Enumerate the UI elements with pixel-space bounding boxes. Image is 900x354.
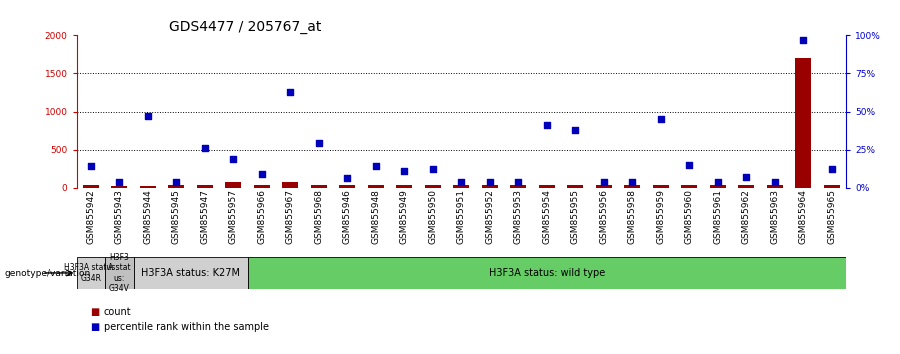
Point <box>682 162 697 168</box>
Bar <box>796 58 811 188</box>
Bar <box>225 182 241 188</box>
Point <box>653 116 668 122</box>
Point <box>511 179 526 184</box>
Bar <box>767 185 783 188</box>
Point <box>625 179 639 184</box>
Text: ■: ■ <box>90 322 99 332</box>
FancyBboxPatch shape <box>248 257 846 289</box>
Point <box>169 179 184 184</box>
Text: percentile rank within the sample: percentile rank within the sample <box>104 322 268 332</box>
Point <box>112 179 126 184</box>
Bar <box>482 185 498 188</box>
Point <box>739 174 753 180</box>
Text: H3F3
A stat
us:
G34V: H3F3 A stat us: G34V <box>108 253 130 293</box>
Bar <box>539 185 554 188</box>
Point <box>255 171 269 177</box>
Point <box>340 176 355 181</box>
Point <box>397 168 411 174</box>
Point <box>796 37 810 43</box>
Bar <box>567 185 583 188</box>
Point <box>540 122 554 128</box>
Text: H3F3A status: K27M: H3F3A status: K27M <box>141 268 240 278</box>
Bar <box>339 185 356 188</box>
Bar <box>738 185 754 188</box>
Bar <box>168 185 184 188</box>
Text: H3F3A status: wild type: H3F3A status: wild type <box>489 268 605 278</box>
Bar <box>425 185 441 188</box>
Point <box>482 179 497 184</box>
Point <box>597 179 611 184</box>
Bar <box>510 185 526 188</box>
Bar <box>396 185 412 188</box>
Point <box>198 145 212 151</box>
Point <box>426 166 440 172</box>
Bar <box>454 185 469 188</box>
Bar <box>596 185 612 188</box>
Point <box>711 179 725 184</box>
Bar <box>681 185 698 188</box>
Point <box>568 127 582 133</box>
Bar <box>283 182 298 188</box>
Text: GDS4477 / 205767_at: GDS4477 / 205767_at <box>169 21 321 34</box>
Point <box>369 164 383 169</box>
Point <box>283 89 297 95</box>
Bar <box>197 185 212 188</box>
Text: H3F3A status:
G34R: H3F3A status: G34R <box>64 263 118 282</box>
Point <box>140 113 155 119</box>
Point <box>768 179 782 184</box>
Point <box>311 141 326 146</box>
Point <box>226 156 240 161</box>
Bar <box>625 185 640 188</box>
Point <box>824 166 839 172</box>
FancyBboxPatch shape <box>76 257 105 289</box>
Bar <box>310 185 327 188</box>
Bar <box>112 186 127 188</box>
Bar <box>710 185 725 188</box>
Text: count: count <box>104 307 131 316</box>
Bar <box>83 185 99 188</box>
Bar <box>140 186 156 188</box>
Point <box>454 179 468 184</box>
Point <box>84 164 98 169</box>
Text: ■: ■ <box>90 307 99 316</box>
FancyBboxPatch shape <box>105 257 133 289</box>
Bar <box>368 185 383 188</box>
FancyBboxPatch shape <box>133 257 248 289</box>
Bar <box>824 185 840 188</box>
Bar <box>254 185 270 188</box>
Bar <box>652 185 669 188</box>
Text: genotype/variation: genotype/variation <box>4 269 91 278</box>
